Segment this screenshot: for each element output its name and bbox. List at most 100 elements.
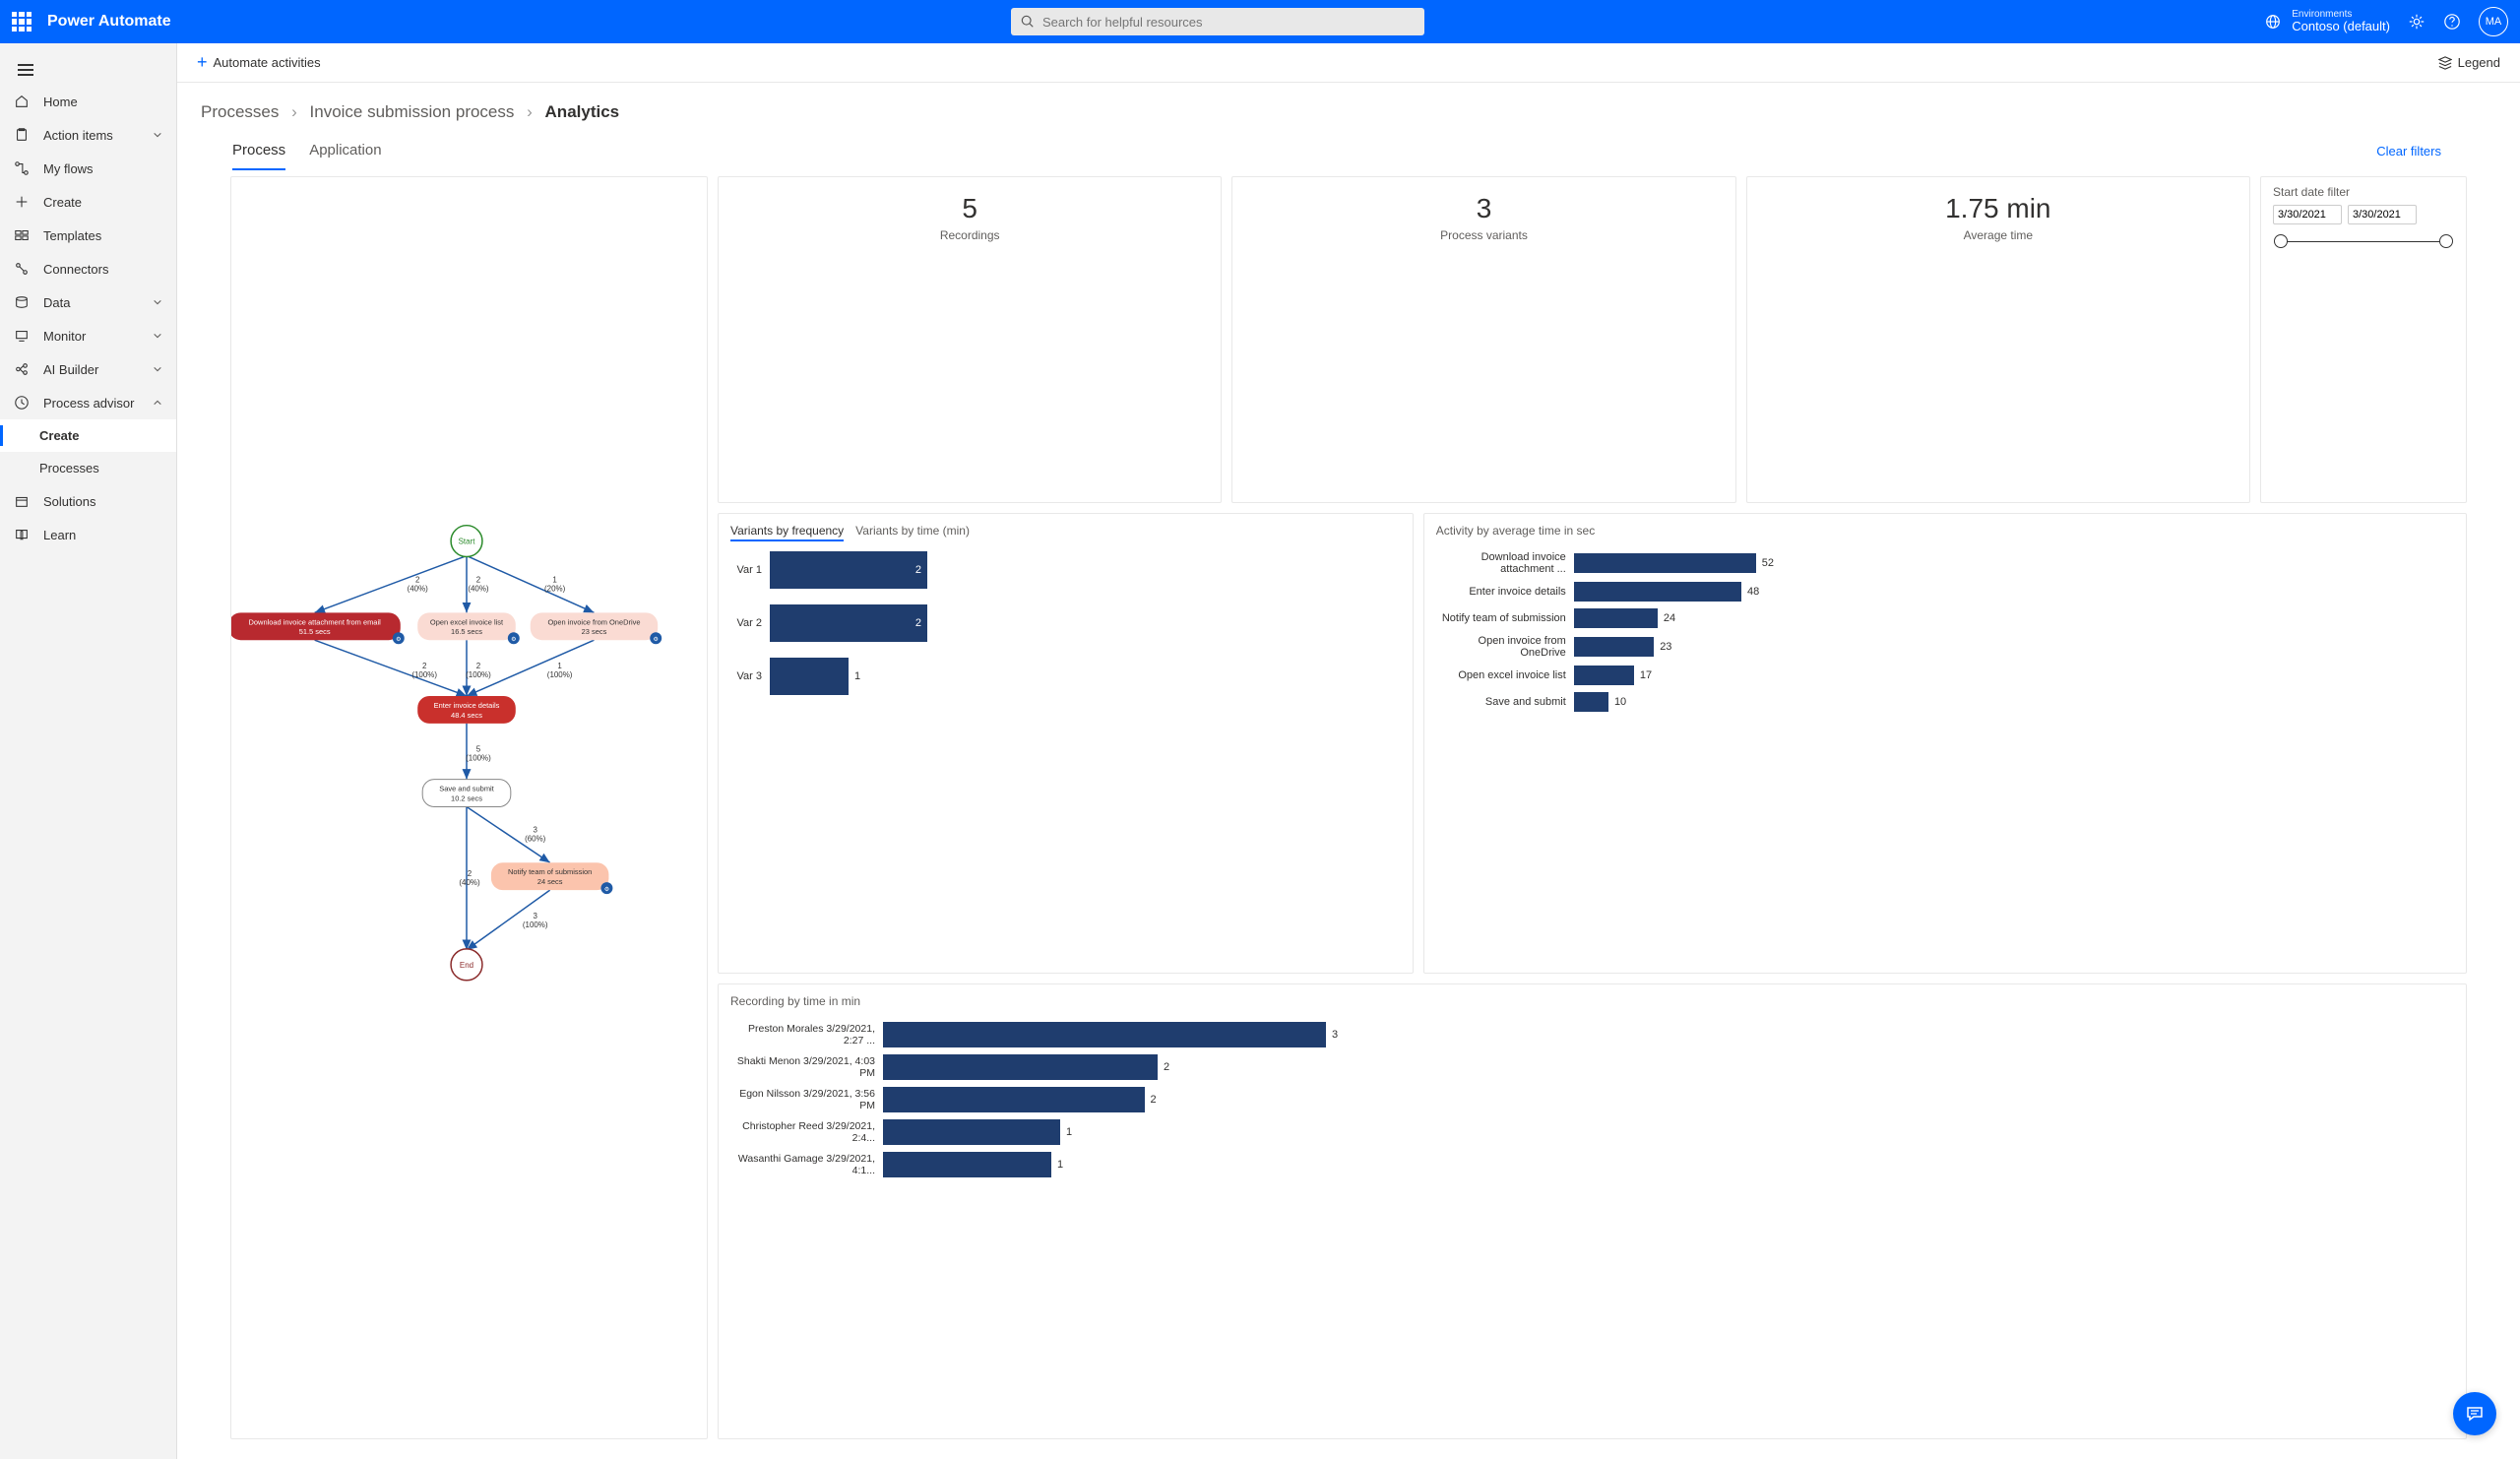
sidebar-item-ai-builder[interactable]: AI Builder <box>0 352 176 386</box>
sidebar-item-learn[interactable]: Learn <box>0 518 176 551</box>
bar-value: 1 <box>854 670 860 682</box>
svg-text:⚙: ⚙ <box>511 636 516 643</box>
activity-bar-row[interactable]: Enter invoice details 48 <box>1436 582 2454 602</box>
sidebar-item-create[interactable]: Create <box>0 185 176 219</box>
sidebar-item-label: Home <box>43 95 78 109</box>
svg-text:(40%): (40%) <box>459 878 480 887</box>
sidebar-item-label: Data <box>43 295 70 310</box>
date-from-input[interactable] <box>2273 205 2342 224</box>
tab-process[interactable]: Process <box>232 132 285 170</box>
date-to-input[interactable] <box>2348 205 2417 224</box>
user-avatar[interactable]: MA <box>2479 7 2508 36</box>
ai-icon <box>14 361 30 377</box>
legend-icon <box>2438 56 2452 70</box>
search-input[interactable] <box>1042 15 1415 30</box>
tabs: Process Application Clear filters <box>177 132 2520 170</box>
templates-icon <box>14 227 30 243</box>
environment-icon <box>2264 13 2282 31</box>
recording-bar-row[interactable]: Shakti Menon 3/29/2021, 4:03 PM 2 <box>730 1054 2454 1080</box>
activity-bar-row[interactable]: Save and submit 10 <box>1436 692 2454 712</box>
automate-activities-button[interactable]: + Automate activities <box>197 52 321 73</box>
activity-chart: Activity by average time in sec Download… <box>1423 513 2467 974</box>
sidebar-item-label: Learn <box>43 528 76 542</box>
variant-bar-row[interactable]: Var 2 2 <box>730 604 1401 642</box>
chat-fab[interactable] <box>2453 1392 2496 1435</box>
variant-bar-row[interactable]: Var 3 1 <box>730 658 1401 695</box>
breadcrumb-item[interactable]: Invoice submission process <box>310 102 515 121</box>
bar: 2 <box>770 604 927 642</box>
breadcrumb-item[interactable]: Processes <box>201 102 279 121</box>
bar-value: 23 <box>1660 641 1671 653</box>
search-box[interactable] <box>1011 8 1424 35</box>
svg-text:(100%): (100%) <box>466 670 491 679</box>
clear-filters-button[interactable]: Clear filters <box>2376 144 2465 159</box>
monitor-icon <box>14 328 30 344</box>
plus-icon <box>14 194 30 210</box>
sidebar-item-data[interactable]: Data <box>0 285 176 319</box>
svg-text:Notify team of submission: Notify team of submission <box>508 867 592 876</box>
process-icon <box>14 395 30 411</box>
recording-bar-row[interactable]: Wasanthi Gamage 3/29/2021, 4:1... 1 <box>730 1152 2454 1177</box>
sidebar-item-home[interactable]: Home <box>0 85 176 118</box>
sidebar-item-process-advisor[interactable]: Process advisor <box>0 386 176 419</box>
slider-thumb-right[interactable] <box>2439 234 2453 248</box>
bar-label: Var 1 <box>730 564 770 576</box>
plus-icon: + <box>197 52 208 73</box>
waffle-icon[interactable] <box>12 12 32 32</box>
hamburger-icon[interactable] <box>0 55 176 85</box>
sidebar-item-label: Solutions <box>43 494 95 509</box>
legend-label: Legend <box>2458 55 2500 70</box>
svg-text:⚙: ⚙ <box>604 886 609 893</box>
chevron-down-icon <box>153 297 162 307</box>
activity-bar-row[interactable]: Open invoice from OneDrive 23 <box>1436 635 2454 659</box>
activity-bar-row[interactable]: Download invoice attachment ... 52 <box>1436 551 2454 575</box>
sidebar-item-solutions[interactable]: Solutions <box>0 484 176 518</box>
environment-picker[interactable]: Environments Contoso (default) <box>2264 9 2390 33</box>
svg-text:(100%): (100%) <box>547 670 573 679</box>
sidebar-item-create[interactable]: Create <box>0 419 176 452</box>
app-header: Power Automate Environments Contoso (def… <box>0 0 2520 43</box>
metrics-row: 5 Recordings 3 Process variants 1.75 min… <box>718 176 2467 503</box>
legend-button[interactable]: Legend <box>2438 55 2500 70</box>
bar-label: Enter invoice details <box>1436 586 1574 598</box>
recording-bar-row[interactable]: Preston Morales 3/29/2021, 2:27 ... 3 <box>730 1022 2454 1047</box>
svg-text:(100%): (100%) <box>523 920 548 929</box>
help-icon[interactable] <box>2443 13 2461 31</box>
settings-icon[interactable] <box>2408 13 2426 31</box>
environment-label: Environments <box>2292 9 2390 20</box>
process-map[interactable]: 2(40%)2(40%)1(20%)2(100%)2(100%)1(100%)5… <box>230 176 708 1439</box>
sidebar-item-my-flows[interactable]: My flows <box>0 152 176 185</box>
svg-text:(100%): (100%) <box>466 754 491 763</box>
sidebar-item-processes[interactable]: Processes <box>0 452 176 484</box>
svg-text:24 secs: 24 secs <box>537 877 563 886</box>
metric-value: 3 <box>1242 193 1725 224</box>
metric-value: 1.75 min <box>1757 193 2239 224</box>
bar-label: Preston Morales 3/29/2021, 2:27 ... <box>730 1023 883 1047</box>
bar <box>1574 692 1608 712</box>
sidebar: HomeAction itemsMy flowsCreateTemplatesC… <box>0 43 177 1459</box>
sidebar-item-monitor[interactable]: Monitor <box>0 319 176 352</box>
bar-value: 17 <box>1640 669 1652 681</box>
sidebar-item-templates[interactable]: Templates <box>0 219 176 252</box>
bar-label: Download invoice attachment ... <box>1436 551 1574 575</box>
date-slider[interactable] <box>2273 234 2454 248</box>
svg-text:23 secs: 23 secs <box>582 627 607 636</box>
sidebar-item-connectors[interactable]: Connectors <box>0 252 176 285</box>
activity-bar-row[interactable]: Open excel invoice list 17 <box>1436 666 2454 685</box>
variants-time-tab[interactable]: Variants by time (min) <box>855 524 970 541</box>
tab-application[interactable]: Application <box>309 132 381 170</box>
activity-bar-row[interactable]: Notify team of submission 24 <box>1436 608 2454 628</box>
variant-bar-row[interactable]: Var 1 2 <box>730 551 1401 589</box>
bar <box>883 1152 1051 1177</box>
sidebar-item-label: AI Builder <box>43 362 98 377</box>
bar-value: 48 <box>1747 586 1759 598</box>
metric-avg-time: 1.75 min Average time <box>1746 176 2250 503</box>
variants-freq-tab[interactable]: Variants by frequency <box>730 524 844 541</box>
recording-bar-row[interactable]: Egon Nilsson 3/29/2021, 3:56 PM 2 <box>730 1087 2454 1112</box>
bar-value: 3 <box>1332 1029 1338 1041</box>
slider-thumb-left[interactable] <box>2274 234 2288 248</box>
recording-bar-row[interactable]: Christopher Reed 3/29/2021, 2:4... 1 <box>730 1119 2454 1145</box>
bar-value: 24 <box>1664 612 1675 624</box>
chat-icon <box>2465 1404 2485 1424</box>
sidebar-item-action-items[interactable]: Action items <box>0 118 176 152</box>
